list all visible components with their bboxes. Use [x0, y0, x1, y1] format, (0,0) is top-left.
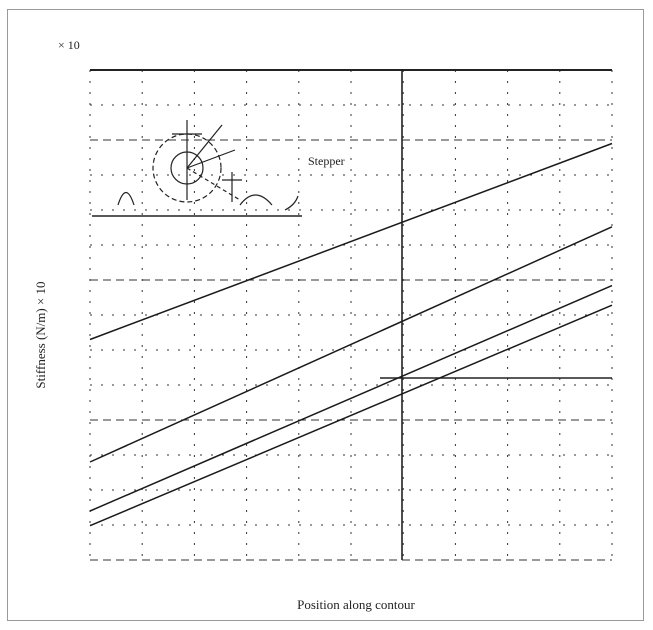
gear-icon: [152, 133, 222, 203]
figure-frame: [7, 9, 644, 621]
top-tick-label: × 10: [58, 38, 80, 52]
series-group: [89, 142, 613, 527]
inset-label: Stepper: [308, 154, 345, 168]
x-axis-label: Position along contour: [297, 597, 415, 612]
y-axis-label: Stiffness (N/m) × 10: [33, 281, 48, 388]
series-line-1: [89, 142, 613, 341]
mechanism-inset: [117, 120, 299, 211]
series-line-4: [89, 304, 613, 527]
grid: [89, 69, 613, 561]
series-line-3: [89, 284, 613, 512]
series-line-2: [89, 226, 613, 463]
